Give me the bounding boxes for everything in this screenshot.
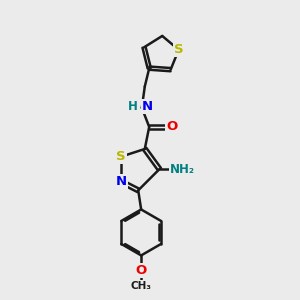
Text: O: O: [166, 120, 178, 134]
Text: NH₂: NH₂: [169, 163, 195, 176]
Text: N: N: [116, 175, 127, 188]
Text: O: O: [136, 264, 147, 277]
Text: N: N: [142, 100, 153, 113]
Text: S: S: [116, 150, 126, 163]
Text: CH₃: CH₃: [131, 281, 152, 291]
Text: S: S: [174, 43, 184, 56]
Text: H: H: [128, 100, 137, 113]
